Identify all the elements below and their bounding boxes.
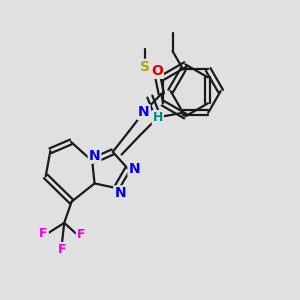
Text: O: O bbox=[151, 64, 163, 78]
Text: N: N bbox=[128, 162, 140, 176]
Text: S: S bbox=[140, 60, 150, 74]
Text: H: H bbox=[153, 111, 163, 124]
Text: N: N bbox=[138, 105, 149, 119]
Text: N: N bbox=[114, 186, 126, 200]
Text: F: F bbox=[77, 228, 85, 241]
Text: F: F bbox=[39, 227, 48, 240]
Text: N: N bbox=[89, 149, 100, 163]
Text: F: F bbox=[58, 243, 66, 256]
